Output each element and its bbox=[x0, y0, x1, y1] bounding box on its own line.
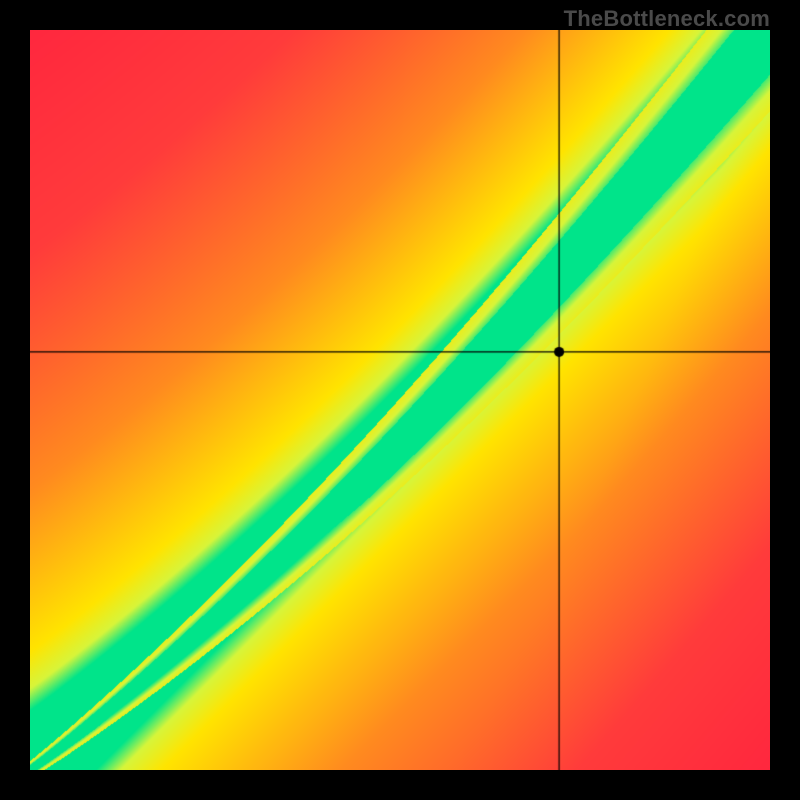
watermark-text: TheBottleneck.com bbox=[564, 6, 770, 32]
page-root: TheBottleneck.com bbox=[0, 0, 800, 800]
bottleneck-heatmap bbox=[30, 30, 770, 770]
